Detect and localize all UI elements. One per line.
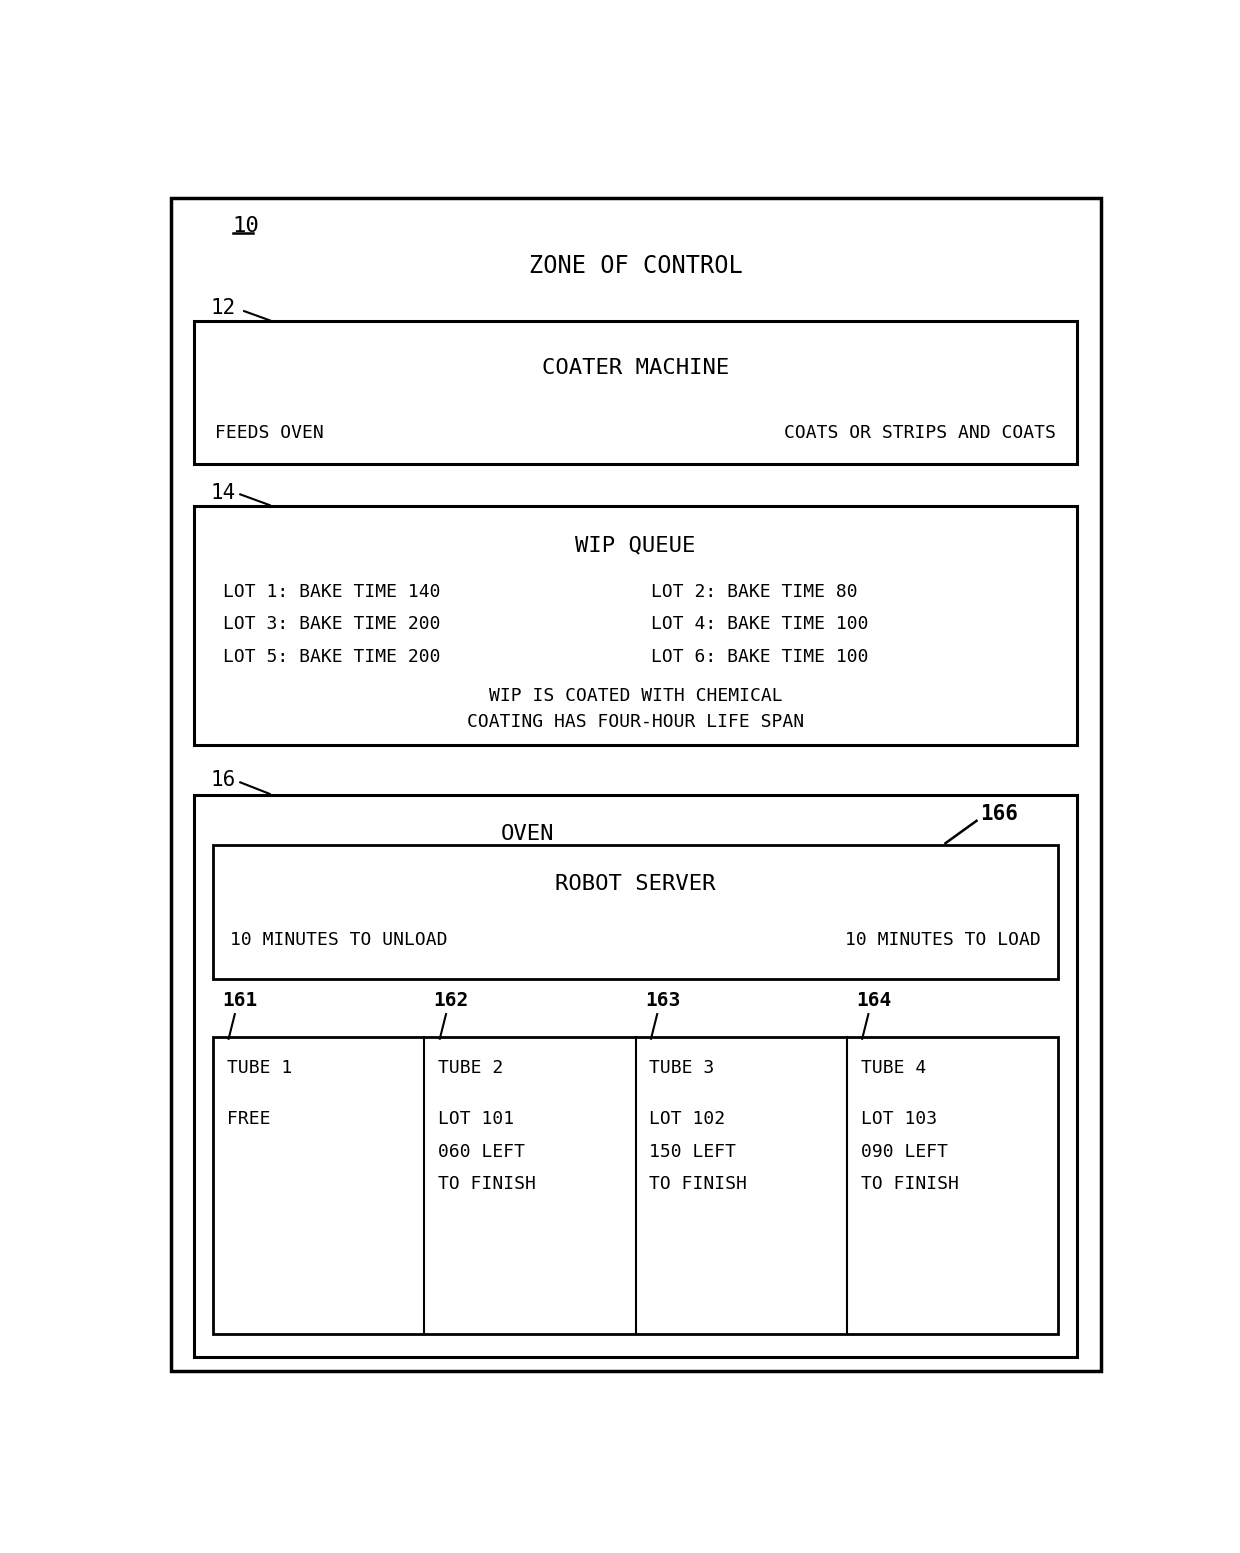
Text: FEEDS OVEN: FEEDS OVEN: [216, 424, 324, 441]
Bar: [213, 1037, 1058, 1334]
Text: COATS OR STRIPS AND COATS: COATS OR STRIPS AND COATS: [784, 424, 1055, 441]
Bar: [193, 795, 1078, 1357]
Text: FREE: FREE: [227, 1110, 270, 1129]
Text: 060 LEFT: 060 LEFT: [438, 1143, 526, 1160]
Text: TUBE 3: TUBE 3: [650, 1059, 714, 1076]
Bar: [193, 321, 1078, 463]
Text: 166: 166: [981, 804, 1018, 825]
Text: TO FINISH: TO FINISH: [650, 1176, 748, 1193]
Text: COATING HAS FOUR-HOUR LIFE SPAN: COATING HAS FOUR-HOUR LIFE SPAN: [467, 713, 804, 731]
Text: LOT 4: BAKE TIME 100: LOT 4: BAKE TIME 100: [651, 615, 868, 634]
Text: LOT 6: BAKE TIME 100: LOT 6: BAKE TIME 100: [651, 648, 868, 666]
Text: TO FINISH: TO FINISH: [861, 1176, 959, 1193]
Text: ROBOT SERVER: ROBOT SERVER: [556, 874, 715, 895]
Text: 10: 10: [233, 216, 259, 236]
Text: 090 LEFT: 090 LEFT: [861, 1143, 947, 1160]
Text: 162: 162: [434, 991, 469, 1009]
Text: LOT 1: BAKE TIME 140: LOT 1: BAKE TIME 140: [223, 582, 440, 601]
Text: LOT 3: BAKE TIME 200: LOT 3: BAKE TIME 200: [223, 615, 440, 634]
Text: 163: 163: [645, 991, 680, 1009]
Text: WIP QUEUE: WIP QUEUE: [575, 536, 696, 554]
Text: 161: 161: [222, 991, 258, 1009]
Text: 10 MINUTES TO UNLOAD: 10 MINUTES TO UNLOAD: [231, 930, 448, 949]
Text: TUBE 1: TUBE 1: [227, 1059, 293, 1076]
Text: LOT 101: LOT 101: [438, 1110, 515, 1129]
Text: 10 MINUTES TO LOAD: 10 MINUTES TO LOAD: [846, 930, 1040, 949]
Text: TUBE 4: TUBE 4: [861, 1059, 926, 1076]
Text: TO FINISH: TO FINISH: [438, 1176, 536, 1193]
Text: LOT 5: BAKE TIME 200: LOT 5: BAKE TIME 200: [223, 648, 440, 666]
Text: COATER MACHINE: COATER MACHINE: [542, 359, 729, 377]
Text: 164: 164: [856, 991, 892, 1009]
Text: TUBE 2: TUBE 2: [438, 1059, 503, 1076]
Bar: [213, 845, 1058, 980]
Text: ZONE OF CONTROL: ZONE OF CONTROL: [528, 255, 743, 278]
Bar: [193, 506, 1078, 744]
Text: 14: 14: [211, 483, 236, 503]
Text: LOT 103: LOT 103: [861, 1110, 936, 1129]
Text: OVEN: OVEN: [500, 825, 554, 843]
Text: LOT 102: LOT 102: [650, 1110, 725, 1129]
Text: LOT 2: BAKE TIME 80: LOT 2: BAKE TIME 80: [651, 582, 858, 601]
Text: 12: 12: [211, 298, 236, 318]
Text: 150 LEFT: 150 LEFT: [650, 1143, 737, 1160]
Text: WIP IS COATED WITH CHEMICAL: WIP IS COATED WITH CHEMICAL: [489, 686, 782, 705]
Text: 16: 16: [211, 770, 236, 790]
